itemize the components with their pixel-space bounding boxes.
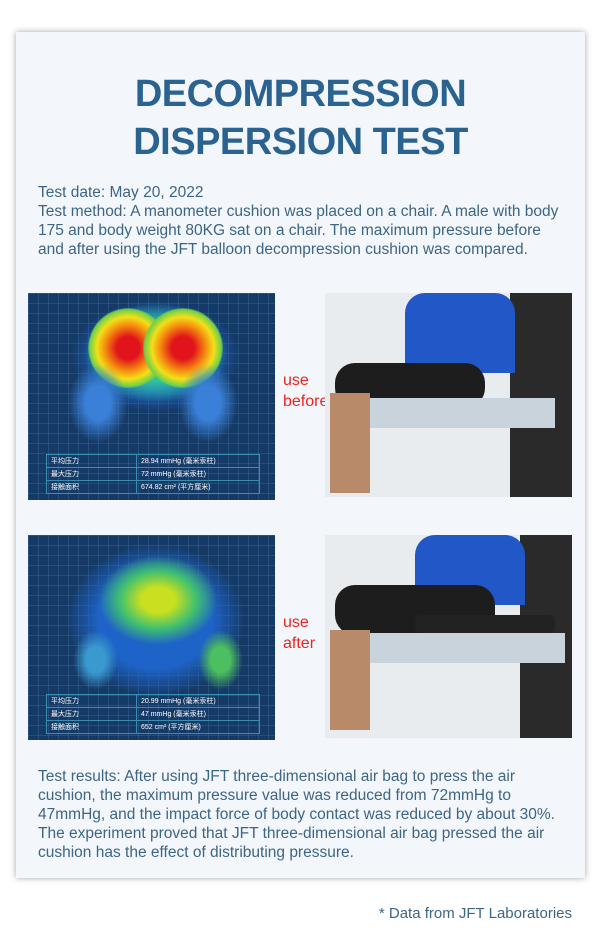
photo-after xyxy=(325,535,572,738)
title-line-2: DISPERSION TEST xyxy=(133,121,468,163)
test-results: Test results: After using JFT three-dime… xyxy=(38,768,555,861)
content-card: DECOMPRESSION DISPERSION TEST Test date:… xyxy=(16,32,585,878)
pressure-table-before: 平均压力 28.94 mmHg (毫米汞柱) 最大压力 72 mmHg (毫米汞柱)… xyxy=(46,454,260,494)
table-cell: 最大压力 xyxy=(46,707,137,721)
table-cell: 接触面积 xyxy=(46,480,137,494)
footnote: * Data from JFT Laboratories xyxy=(378,905,572,922)
label-use-after: use after xyxy=(283,614,316,652)
page-title: DECOMPRESSION DISPERSION TEST xyxy=(16,70,585,166)
label-use-before: use before xyxy=(283,372,329,410)
title-line-1: DECOMPRESSION xyxy=(134,73,467,115)
pressure-table-after: 平均压力 20.99 mmHg (毫米汞柱) 最大压力 47 mmHg (毫米汞柱)… xyxy=(46,694,260,734)
table-cell: 674.82 cm² (平方厘米) xyxy=(136,480,260,494)
photo-before xyxy=(325,293,572,497)
table-cell: 接触面积 xyxy=(46,720,137,734)
table-cell: 72 mmHg (毫米汞柱) xyxy=(136,467,260,481)
table-cell: 最大压力 xyxy=(46,467,137,481)
table-cell: 47 mmHg (毫米汞柱) xyxy=(136,707,260,721)
test-info: Test date: May 20, 2022 Test method: A m… xyxy=(38,183,568,259)
table-cell: 28.94 mmHg (毫米汞柱) xyxy=(136,454,260,468)
table-cell: 平均压力 xyxy=(46,454,137,468)
table-cell: 平均压力 xyxy=(46,694,137,708)
heatmap-after: 平均压力 20.99 mmHg (毫米汞柱) 最大压力 47 mmHg (毫米汞柱)… xyxy=(28,535,275,740)
table-cell: 652 cm² (平方厘米) xyxy=(136,720,260,734)
table-cell: 20.99 mmHg (毫米汞柱) xyxy=(136,694,260,708)
test-method: Test method: A manometer cushion was pla… xyxy=(38,203,559,258)
heatmap-before: 平均压力 28.94 mmHg (毫米汞柱) 最大压力 72 mmHg (毫米汞柱)… xyxy=(28,293,275,500)
test-date: Test date: May 20, 2022 xyxy=(38,184,204,201)
